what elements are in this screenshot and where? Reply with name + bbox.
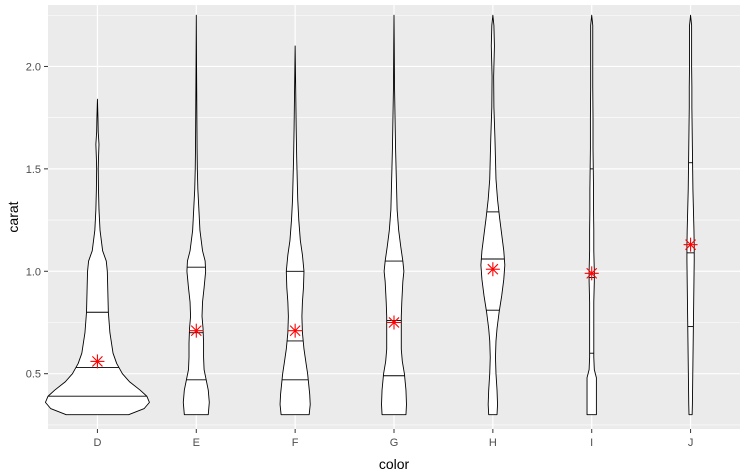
y-axis: 0.5 1.0 1.5 2.0: [26, 61, 48, 381]
y-tick-label: 2.0: [26, 61, 41, 73]
violin-outline: [44, 98, 150, 416]
x-tick-label: F: [292, 437, 299, 449]
mean-marker-I: [584, 266, 599, 281]
y-axis-title: carat: [5, 201, 21, 232]
x-tick-label: H: [489, 437, 497, 449]
x-tick-label: I: [590, 437, 593, 449]
violin-I: [586, 14, 597, 416]
x-tick-label: J: [688, 437, 694, 449]
violin-F: [279, 45, 311, 416]
mean-marker-J: [683, 237, 698, 252]
violin-H: [480, 14, 506, 416]
x-tick-label: D: [93, 437, 101, 449]
violin-layer: [44, 14, 695, 416]
mean-marker-D: [90, 354, 105, 369]
violin-outline: [586, 14, 597, 416]
violin-outline: [480, 14, 506, 416]
y-tick-label: 1.5: [26, 164, 41, 176]
x-tick-label: G: [390, 437, 399, 449]
violin-J: [686, 14, 695, 416]
mean-marker-G: [387, 315, 401, 330]
violin-outline: [686, 14, 695, 416]
x-axis-title: color: [379, 456, 410, 472]
violin-G: [381, 14, 407, 416]
violin-outline: [381, 14, 407, 416]
mean-marker-H: [485, 262, 500, 277]
mean-marker-E: [189, 323, 204, 338]
y-tick-label: 1.0: [26, 266, 41, 278]
mean-marker-F: [288, 323, 303, 338]
violin-outline: [279, 45, 311, 416]
violin-outline: [182, 14, 210, 416]
x-tick-label: E: [193, 437, 200, 449]
x-axis: D E F G H I J: [93, 429, 693, 449]
mean-marker-layer: [90, 237, 698, 369]
y-tick-label: 0.5: [26, 369, 41, 381]
